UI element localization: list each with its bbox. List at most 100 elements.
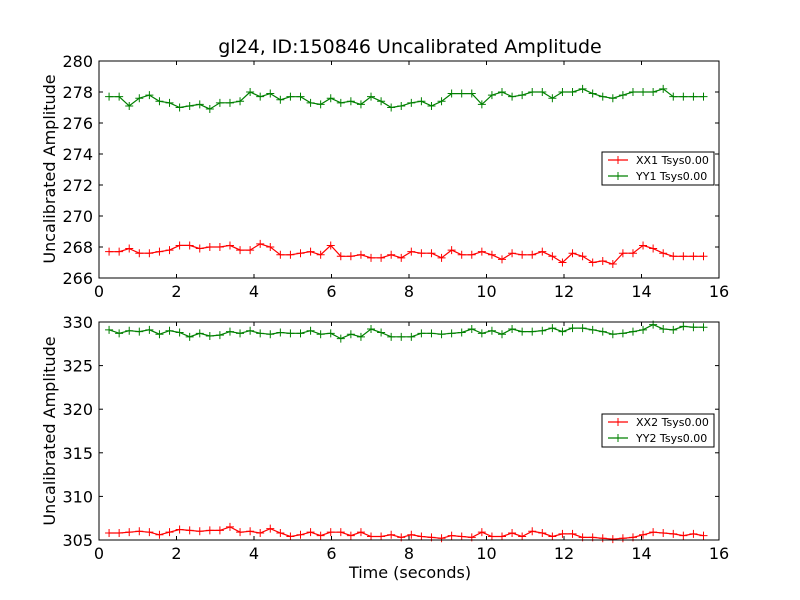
bottom-series-1-point (246, 527, 255, 536)
top-y-tick-label: 274 (62, 145, 93, 164)
bottom-x-tick-label: 8 (404, 544, 414, 563)
bottom-y-axis-label: Uncalibrated Amplitude (40, 336, 59, 525)
bottom-series-1-point (538, 529, 547, 538)
top-series-1-point (437, 253, 446, 262)
top-series-1-point (115, 247, 124, 256)
top-series-2-point (639, 88, 648, 96)
bottom-series-1-point (528, 527, 537, 536)
top-y-tick-label: 272 (62, 176, 93, 195)
top-series-1-point (548, 252, 557, 261)
bottom-x-tick-label: 2 (171, 544, 181, 563)
top-series-1-point (185, 241, 194, 250)
top-series-2-point (608, 94, 617, 103)
bottom-x-tick-label: 10 (476, 544, 496, 563)
top-series-1-point (205, 243, 214, 251)
top-series-1-point (508, 249, 517, 258)
top-series-1-point (326, 241, 335, 250)
top-series-2-point (518, 91, 527, 100)
top-x-tick-label: 12 (554, 282, 574, 301)
chart-title: gl24, ID:150846 Uncalibrated Amplitude (218, 36, 602, 58)
bottom-series-2-point (548, 324, 557, 333)
bottom-series-1-point (115, 529, 124, 538)
bottom-series-2-point (236, 329, 245, 338)
top-y-tick-label: 280 (62, 52, 93, 71)
top-series-2-point (588, 89, 597, 98)
top-series-2-point (135, 94, 144, 103)
bottom-series-2-point (367, 324, 376, 333)
top-series-1-point (286, 250, 295, 259)
top-series-1-point (447, 246, 456, 255)
bottom-series-1-point (377, 532, 386, 541)
bottom-legend-box (601, 413, 715, 448)
top-series-1-point (679, 252, 688, 261)
bottom-legend-marker-1 (614, 418, 622, 426)
bottom-series-1-point (659, 529, 668, 538)
top-series-2-point (286, 92, 295, 101)
bottom-series-1-point (336, 528, 345, 537)
bottom-series-2-point (346, 330, 355, 339)
bottom-series-1-point (477, 528, 486, 537)
bottom-series-1-point (256, 529, 265, 538)
bottom-legend-label-1: XX2 Tsys0.00 (636, 416, 709, 429)
top-series-1-point (256, 239, 265, 248)
top-series-2-point (155, 97, 164, 106)
bottom-series-2-point (477, 329, 486, 338)
top-legend-marker-1 (614, 156, 622, 164)
bottom-x-tick-label: 16 (709, 544, 729, 563)
top-series-2-point (165, 98, 174, 107)
top-legend-marker-2 (614, 172, 622, 180)
top-series-2-point (125, 101, 134, 110)
bottom-series-2-point (538, 326, 547, 335)
bottom-series-1-point (185, 526, 194, 535)
bottom-series-2-point (689, 323, 698, 332)
top-series-1-point (669, 252, 678, 261)
bottom-series-2-point (246, 326, 255, 335)
bottom-series-2-point (326, 329, 335, 338)
bottom-y-tick-label: 305 (62, 531, 93, 550)
bottom-series-2-point (699, 323, 708, 332)
bottom-series-1-point (699, 531, 708, 540)
bottom-series-1-point (608, 535, 617, 544)
top-series-1-point (175, 241, 184, 250)
top-series-2-point (306, 98, 315, 107)
bottom-series-2-point (508, 324, 517, 333)
bottom-series-2-point (588, 325, 597, 334)
top-series-2-point (407, 98, 416, 107)
bottom-series-1-point (155, 530, 164, 539)
top-x-tick-label: 6 (326, 282, 336, 301)
bottom-series-2-point (498, 330, 506, 339)
top-series-2-point (487, 91, 496, 100)
bottom-series-1-point (689, 529, 698, 538)
top-series-2-point (367, 92, 376, 101)
top-series-1-point (195, 244, 204, 253)
bottom-series-2-point (316, 330, 325, 339)
top-y-axis-label: Uncalibrated Amplitude (40, 74, 59, 263)
bottom-legend-marker-2 (614, 434, 622, 442)
bottom-y-tick-label: 330 (62, 313, 93, 332)
top-series-2-point (467, 89, 476, 98)
top-series-1-point (659, 249, 668, 258)
bottom-series-2-point (407, 332, 416, 341)
top-series-1-point (215, 243, 224, 251)
bottom-series-2-point (125, 326, 134, 335)
bottom-x-tick-label: 6 (326, 544, 336, 563)
bottom-series-2-point (185, 332, 194, 341)
bottom-series-2-point (296, 329, 305, 338)
top-series-1-point (608, 260, 617, 269)
bottom-series-1-point (165, 528, 174, 537)
bottom-series-1-point (225, 522, 234, 531)
bottom-series-1-point (437, 534, 446, 543)
bottom-series-2-point (397, 332, 406, 341)
top-series-1-point (457, 250, 466, 259)
top-series-1-point (689, 252, 698, 261)
top-series-1-point (346, 252, 355, 261)
bottom-series-1-point (508, 529, 517, 538)
top-series-2-point (477, 100, 486, 109)
bottom-y-tick-label: 325 (62, 357, 93, 376)
bottom-series-1-point (447, 531, 456, 540)
top-series-1-point (487, 250, 496, 259)
bottom-series-1-point (286, 532, 295, 541)
bottom-series-2-point (276, 328, 285, 337)
bottom-series-2-point (669, 325, 678, 334)
top-series-1-point (377, 253, 386, 262)
